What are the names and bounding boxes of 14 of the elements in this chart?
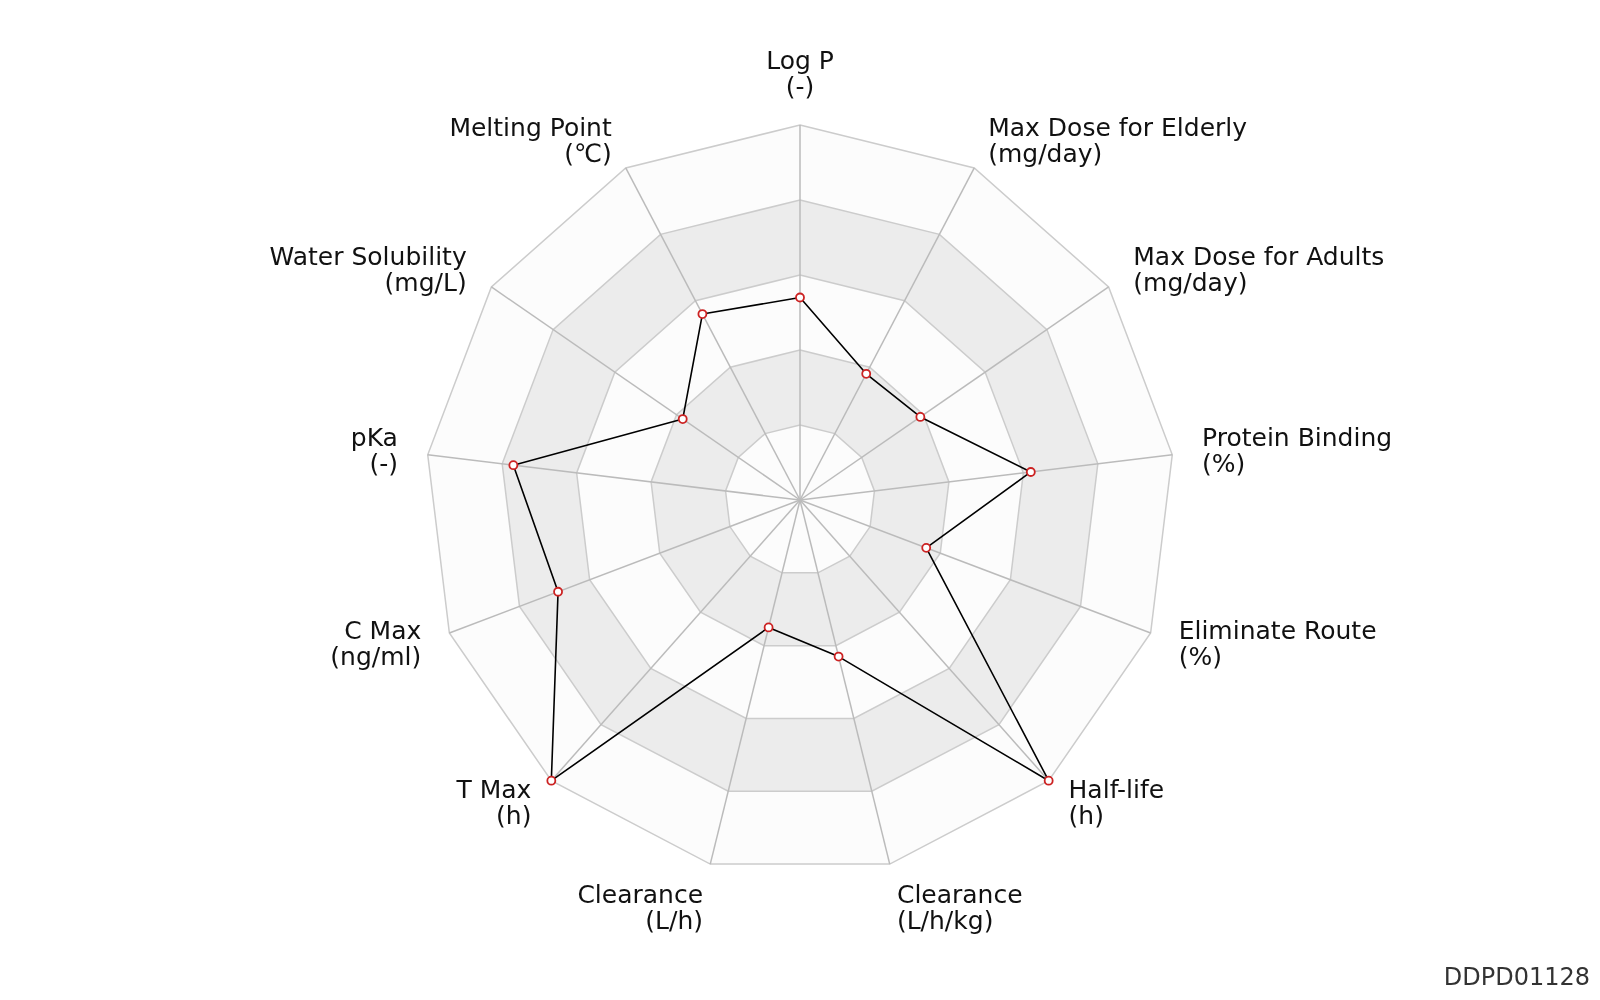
spoke-label: pKa (-) — [350, 423, 398, 479]
spoke-label: T Max (h) — [455, 775, 532, 831]
spoke-label: Half-life (h) — [1068, 775, 1165, 831]
spoke-label: Max Dose for Adults (mg/day) — [1133, 241, 1385, 297]
text: DDPD01128 — [1443, 963, 1590, 991]
spoke-label: C Max (ng/ml) — [330, 615, 422, 671]
spoke-label: Log P (-) — [766, 46, 834, 101]
spoke-label: Protein Binding (%) — [1202, 423, 1393, 479]
spoke-label: Clearance (L/h) — [577, 880, 704, 936]
spoke-label: Eliminate Route (%) — [1178, 615, 1377, 671]
spoke-label: Clearance (L/h/kg) — [896, 880, 1023, 936]
spoke-label: Max Dose for Elderly (mg/day) — [988, 113, 1248, 169]
spoke-label: Melting Point (℃) — [449, 113, 612, 169]
spoke-label: Water Solubility (mg/L) — [269, 241, 467, 297]
